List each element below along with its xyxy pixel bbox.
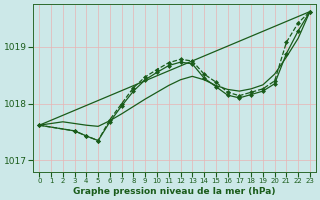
X-axis label: Graphe pression niveau de la mer (hPa): Graphe pression niveau de la mer (hPa) — [73, 187, 276, 196]
